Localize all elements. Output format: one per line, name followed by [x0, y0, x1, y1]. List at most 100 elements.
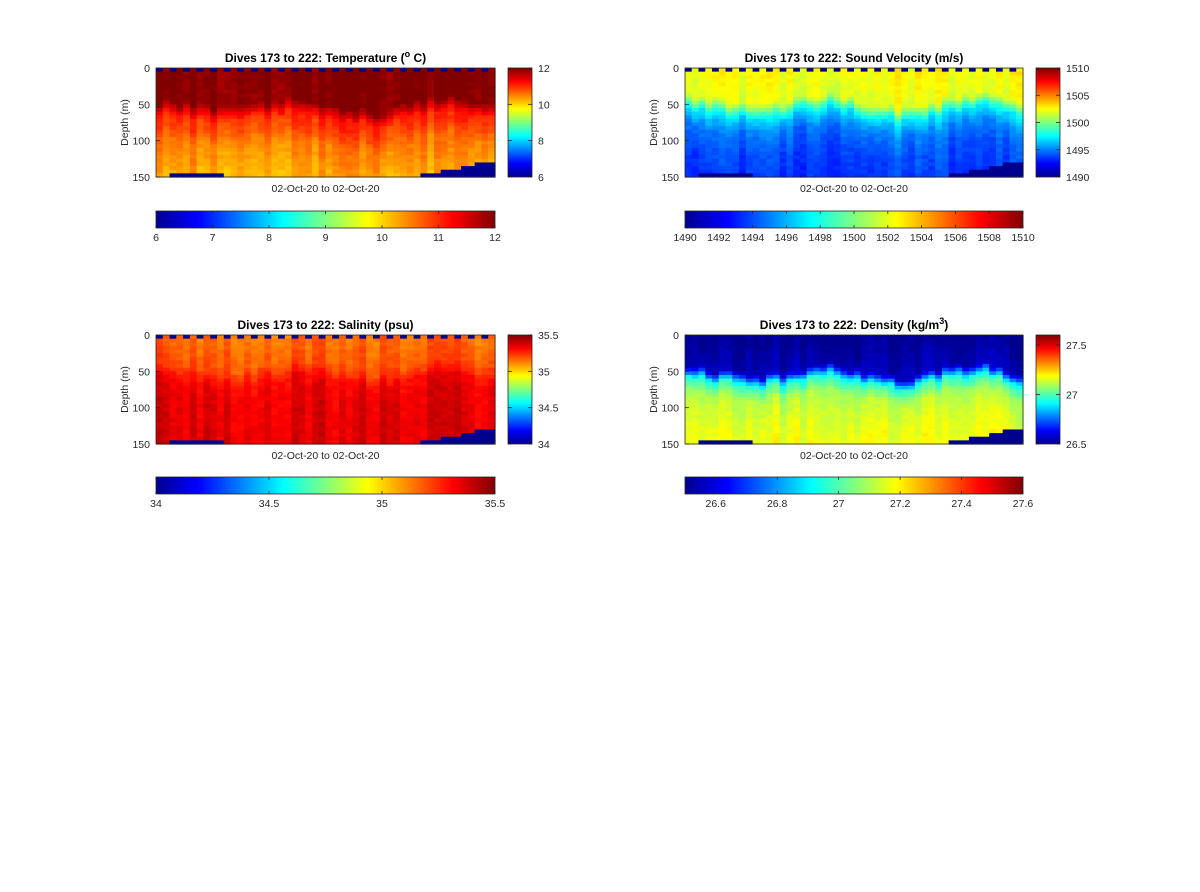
heatmap-cell — [914, 173, 923, 178]
heatmap-cell — [406, 425, 415, 431]
heatmap-cell — [366, 436, 374, 441]
heatmap-cell — [440, 411, 449, 416]
heatmap-cell — [305, 378, 313, 383]
heatmap-cell — [264, 338, 272, 343]
heatmap-cell — [400, 78, 408, 84]
heatmap-cell — [406, 173, 415, 178]
heatmap-cell — [325, 411, 333, 416]
heatmap-cell — [786, 104, 794, 109]
heatmap-cell — [989, 158, 997, 164]
heatmap-cell — [210, 342, 218, 347]
heatmap-cell — [189, 356, 198, 362]
heatmap-cell — [169, 436, 177, 441]
heatmap-cell — [440, 93, 449, 98]
heatmap-cell — [366, 151, 374, 156]
heatmap-cell — [488, 129, 496, 134]
heatmap-cell — [257, 360, 266, 365]
heatmap-cell — [162, 118, 171, 124]
heatmap-cell — [732, 155, 740, 160]
heatmap-cell — [284, 356, 293, 362]
heatmap-cell — [712, 129, 720, 134]
bottom-colorbar-label: 12 — [489, 232, 501, 244]
heatmap-cell — [372, 111, 381, 116]
heatmap-cell — [712, 382, 720, 387]
heatmap-cell — [833, 162, 842, 167]
heatmap-cell — [732, 111, 740, 116]
heatmap-cell — [230, 349, 238, 354]
heatmap-cell — [752, 393, 760, 398]
heatmap-cell — [461, 133, 469, 138]
heatmap-cell — [1009, 173, 1017, 178]
heatmap-cell — [901, 68, 909, 73]
heatmap-cell — [705, 118, 713, 124]
heatmap-cell — [250, 75, 259, 80]
heatmap-cell — [345, 374, 354, 380]
heatmap-cell — [278, 367, 286, 372]
heatmap-cell — [813, 115, 821, 120]
heatmap-cell — [813, 93, 821, 98]
heatmap-cell — [264, 155, 272, 160]
heatmap-cell — [386, 126, 394, 131]
heatmap-cell — [318, 137, 327, 142]
heatmap-cell — [955, 173, 963, 178]
heatmap-cell — [698, 338, 706, 343]
heatmap-cell — [176, 115, 184, 120]
heatmap-cell — [386, 360, 394, 365]
heatmap-cell — [806, 147, 815, 153]
heatmap-cell — [359, 133, 367, 138]
heatmap-cell — [298, 75, 306, 80]
heatmap-cell — [691, 122, 700, 127]
heatmap-cell — [359, 158, 367, 164]
heatmap-cell — [291, 385, 299, 391]
heatmap-cell — [698, 75, 706, 80]
heatmap-cell — [406, 97, 415, 102]
heatmap-cell — [691, 389, 700, 394]
heatmap-cell — [278, 155, 286, 160]
heatmap-cell — [914, 155, 923, 160]
heatmap-cell — [237, 429, 245, 434]
heatmap-cell — [386, 335, 394, 340]
heatmap-cell — [176, 429, 184, 434]
heatmap-cell — [982, 155, 990, 160]
heatmap-cell — [447, 335, 455, 340]
heatmap-cell — [183, 133, 191, 138]
heatmap-cell — [732, 353, 740, 358]
heatmap-cell — [908, 151, 916, 156]
heatmap-cell — [745, 162, 754, 167]
heatmap-cell — [345, 144, 354, 149]
heatmap-cell — [427, 335, 435, 340]
heatmap-cell — [881, 68, 889, 73]
heatmap-cell — [264, 414, 272, 420]
heatmap-cell — [732, 122, 740, 127]
heatmap-cell — [712, 396, 720, 401]
heatmap-cell — [366, 137, 374, 142]
heatmap-cell — [481, 422, 489, 427]
x-axis-label: 02-Oct-20 to 02-Oct-20 — [272, 183, 380, 195]
heatmap-cell — [820, 107, 828, 113]
heatmap-cell — [739, 78, 747, 84]
chart-title: Dives 173 to 222: Salinity (psu) — [237, 318, 413, 332]
heatmap-cell — [189, 440, 198, 445]
heatmap-cell — [196, 122, 205, 127]
heatmap-cell — [311, 364, 320, 369]
heatmap-cell — [705, 367, 713, 372]
heatmap-cell — [718, 158, 727, 164]
heatmap-cell — [691, 374, 700, 380]
heatmap-cell — [332, 78, 340, 84]
heatmap-cell — [705, 147, 713, 153]
heatmap-cell — [352, 93, 360, 98]
heatmap-cell — [169, 118, 177, 124]
heatmap-cell — [467, 378, 476, 383]
heatmap-cell — [223, 93, 232, 98]
heatmap-cell — [995, 115, 1004, 120]
heatmap-cell — [847, 78, 855, 84]
heatmap-cell — [712, 93, 720, 98]
heatmap-cell — [481, 104, 489, 109]
heatmap-cell — [359, 349, 367, 354]
heatmap-cell — [271, 155, 279, 160]
heatmap-cell — [718, 115, 727, 120]
heatmap-cell — [691, 378, 700, 383]
heatmap-cell — [332, 68, 340, 73]
heatmap-cell — [454, 86, 462, 91]
heatmap-cell — [244, 429, 252, 434]
